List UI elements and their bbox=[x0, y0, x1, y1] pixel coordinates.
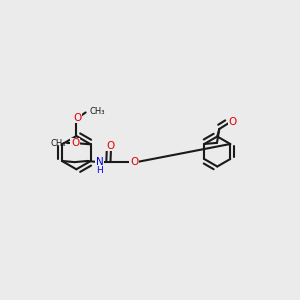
Text: O: O bbox=[228, 117, 236, 127]
Text: CH₃: CH₃ bbox=[90, 107, 105, 116]
Text: N: N bbox=[96, 157, 104, 167]
Text: O: O bbox=[73, 112, 81, 122]
Text: O: O bbox=[107, 141, 115, 151]
Text: CH₃: CH₃ bbox=[50, 139, 66, 148]
Text: H: H bbox=[96, 166, 103, 175]
Text: O: O bbox=[130, 157, 138, 167]
Text: O: O bbox=[71, 138, 79, 148]
